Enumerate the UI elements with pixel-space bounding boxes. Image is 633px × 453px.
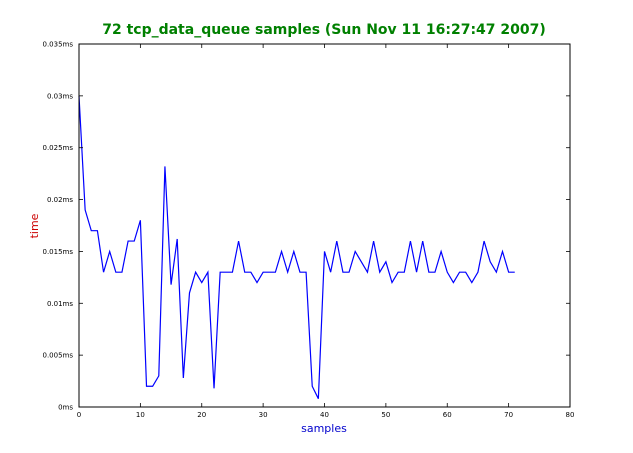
x-tick-label: 60	[443, 411, 452, 419]
y-tick-label: 0.025ms	[42, 144, 73, 152]
axes-frame	[78, 43, 571, 408]
x-tick-label: 10	[136, 411, 145, 419]
y-tick-label: 0.01ms	[47, 300, 73, 308]
y-tick-label: 0.015ms	[42, 248, 73, 256]
x-tick-label: 20	[197, 411, 206, 419]
y-tick-label: 0.02ms	[47, 196, 73, 204]
series-line	[78, 95, 515, 399]
x-tick-label: 30	[259, 411, 268, 419]
x-tick-label: 0	[77, 411, 81, 419]
x-axis-label: samples	[301, 422, 347, 435]
x-tick-label: 50	[381, 411, 390, 419]
y-tick-label: 0.035ms	[42, 41, 73, 49]
y-tick-label: 0.005ms	[42, 352, 73, 360]
y-tick-label: 0.03ms	[47, 92, 73, 100]
x-tick-label: 40	[320, 411, 329, 419]
x-tick-label: 70	[504, 411, 513, 419]
chart-title: 72 tcp_data_queue samples (Sun Nov 11 16…	[102, 22, 546, 38]
y-axis-label: time	[28, 213, 41, 238]
plot-area: 0 10 20 30 40 50 60 70 80 0ms 0.005ms 0.01ms 0.015ms…	[42, 41, 574, 420]
y-tick-label: 0ms	[58, 404, 73, 412]
x-tick-label: 80	[566, 411, 575, 419]
